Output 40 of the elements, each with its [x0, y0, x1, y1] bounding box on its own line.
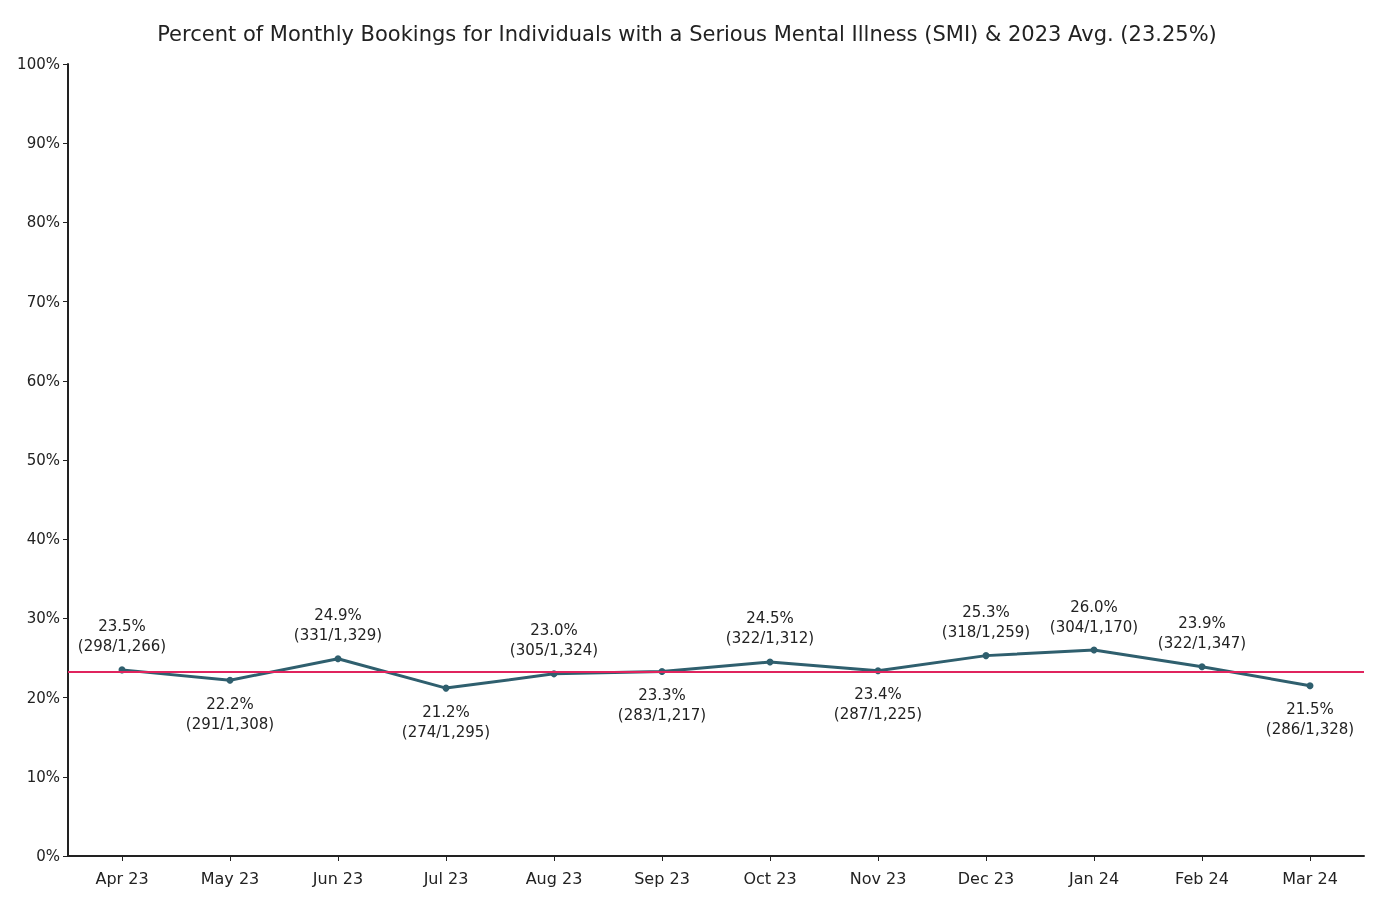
data-label: 24.5% (322/1,312): [725, 609, 815, 648]
data-label: 22.2% (291/1,308): [185, 694, 275, 733]
point: [1198, 663, 1206, 671]
data-label: 23.5% (298/1,266): [77, 617, 167, 656]
y-tick-label: 100%: [17, 55, 60, 73]
x-tick-label: Jul 23: [422, 868, 469, 888]
data-label: 25.3% (318/1,259): [941, 603, 1031, 642]
y-tick-label: 30%: [26, 609, 60, 628]
data-label: 23.9% (322/1,347): [1157, 614, 1247, 653]
data-label: 23.4% (287/1,225): [833, 685, 923, 724]
x-tick-label: Aug 23: [525, 868, 583, 888]
data-label: 23.3% (283/1,217): [617, 685, 707, 724]
y-tick-label: 0%: [36, 847, 60, 865]
y-tick-label: 20%: [26, 688, 60, 707]
y-tick-label: 10%: [26, 767, 60, 786]
point: [334, 655, 342, 663]
x-tick-label: Oct 23: [743, 868, 797, 888]
x-tick-label: Feb 24: [1175, 868, 1229, 888]
y-tick-label: 50%: [26, 451, 60, 469]
y-tick-label: 90%: [26, 134, 60, 153]
x-tick-label: Dec 23: [957, 868, 1015, 888]
data-label: 21.2% (274/1,295): [401, 702, 491, 741]
x-tick-label: Jan 24: [1067, 868, 1120, 888]
x-tick-label: Sep 23: [634, 868, 690, 888]
x-tick-label: May 23: [200, 868, 260, 888]
x-tick-label: Apr 23: [95, 868, 149, 888]
data-label: 24.9% (331/1,329): [293, 606, 383, 645]
point: [1306, 682, 1314, 690]
y-tick-label: 80%: [26, 213, 60, 232]
y-tick-label: 60%: [26, 371, 60, 390]
x-tick-label: Mar 24: [1282, 868, 1338, 888]
point: [982, 652, 990, 660]
y-tick-label: 70%: [26, 292, 60, 311]
data-label: 21.5% (286/1,328): [1265, 700, 1355, 739]
chart-title: Percent of Monthly Bookings for Individuals with a Serious Mental Illness (SMI) & 2023 Avg. (23.25%): [157, 21, 1217, 46]
data-label: 23.0% (305/1,324): [509, 621, 599, 660]
x-tick-label: Nov 23: [849, 868, 907, 888]
y-tick-label: 40%: [26, 530, 60, 549]
x-tick-label: Jun 23: [311, 868, 364, 888]
data-label: 26.0% (304/1,170): [1049, 597, 1139, 636]
